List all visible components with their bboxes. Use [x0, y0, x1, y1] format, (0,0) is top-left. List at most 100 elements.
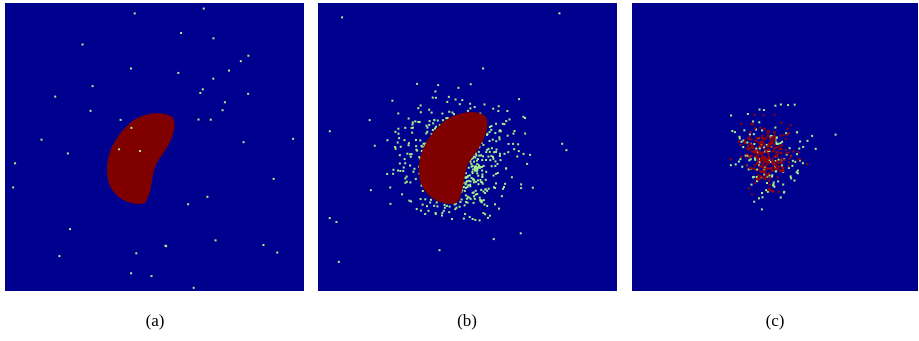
dot [487, 217, 489, 219]
dot [463, 218, 465, 220]
dot [404, 158, 406, 160]
dot [475, 190, 477, 192]
dot [423, 143, 425, 145]
dot [512, 143, 514, 145]
dot [470, 83, 472, 85]
dot [497, 163, 499, 165]
dot [790, 177, 792, 179]
dot [424, 198, 426, 200]
dot [482, 212, 484, 214]
dot [491, 165, 493, 167]
dot [762, 137, 764, 139]
dot [240, 60, 242, 62]
dot [495, 140, 497, 142]
dot [464, 190, 466, 192]
dot [480, 200, 482, 202]
dot [520, 187, 522, 189]
dot [483, 165, 485, 167]
dot [292, 138, 294, 140]
dot [419, 139, 421, 141]
dot [741, 166, 743, 168]
dot [193, 287, 195, 289]
dot [206, 196, 208, 198]
dot [761, 171, 763, 173]
dot [433, 205, 435, 207]
dot [768, 154, 770, 156]
dot [478, 155, 480, 157]
dot [476, 160, 478, 162]
dot [497, 110, 499, 112]
dot [767, 161, 769, 163]
dot [473, 161, 475, 163]
dot [764, 139, 766, 141]
dot [408, 142, 410, 144]
dot [512, 133, 514, 135]
dot [750, 184, 752, 186]
dot [789, 124, 791, 126]
dot [753, 201, 755, 203]
dot [471, 177, 473, 179]
dot [411, 132, 413, 134]
dot [415, 145, 417, 147]
dot [796, 153, 798, 155]
dot [392, 173, 394, 175]
dot [435, 213, 437, 215]
dot [397, 112, 399, 114]
dot [759, 175, 761, 177]
dot [749, 143, 751, 145]
dot [483, 204, 485, 206]
dot [429, 120, 431, 122]
dot [529, 154, 531, 156]
dot [485, 171, 487, 173]
dot [777, 180, 779, 182]
dot [468, 180, 470, 182]
dot [471, 171, 473, 173]
dot [490, 129, 492, 131]
dot [772, 169, 774, 171]
dot [749, 138, 751, 140]
dot [802, 162, 804, 164]
dot [441, 214, 443, 216]
dot [777, 176, 779, 178]
dot [418, 156, 420, 158]
dot [785, 152, 787, 154]
dot [420, 104, 422, 106]
dot [476, 170, 478, 172]
dot [151, 275, 153, 277]
dot [406, 176, 408, 178]
dot [738, 136, 740, 138]
dot [773, 114, 775, 116]
dot [428, 124, 430, 126]
dot [781, 145, 783, 147]
dot [14, 162, 16, 164]
dot [374, 145, 376, 147]
dot [494, 203, 496, 205]
dot [766, 130, 768, 132]
dot [740, 123, 742, 125]
dot [481, 173, 483, 175]
dot [488, 148, 490, 150]
dot [780, 160, 782, 162]
dot [797, 151, 799, 153]
dot [411, 153, 413, 155]
dot [806, 140, 808, 142]
dot [766, 167, 768, 169]
dot [734, 131, 736, 133]
dot [481, 176, 483, 178]
dot [493, 151, 495, 153]
dot [457, 87, 459, 89]
dot [448, 111, 450, 113]
dot [815, 148, 817, 150]
dot [420, 111, 422, 113]
dot [212, 78, 214, 80]
dot [483, 103, 485, 105]
dot [757, 162, 759, 164]
dot [754, 164, 756, 166]
dot [750, 147, 752, 149]
dot [505, 120, 507, 122]
dot [488, 188, 490, 190]
dot [747, 113, 749, 115]
page: (a) (b) (c) (() => { const data = JSON.p… [0, 0, 919, 336]
dot [90, 110, 92, 112]
dot [767, 135, 769, 137]
